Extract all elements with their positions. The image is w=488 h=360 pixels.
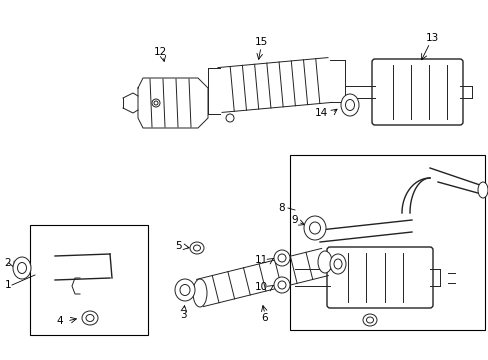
- Text: 1: 1: [5, 280, 11, 290]
- Ellipse shape: [193, 279, 206, 307]
- Text: 11: 11: [254, 255, 267, 265]
- Text: 5: 5: [175, 241, 182, 251]
- Text: 2: 2: [5, 258, 11, 268]
- Text: 3: 3: [179, 310, 186, 320]
- Text: 4: 4: [57, 316, 63, 326]
- Ellipse shape: [278, 254, 285, 262]
- Ellipse shape: [86, 315, 94, 321]
- Ellipse shape: [13, 257, 31, 279]
- Ellipse shape: [340, 94, 358, 116]
- Ellipse shape: [278, 281, 285, 289]
- Ellipse shape: [304, 216, 325, 240]
- Ellipse shape: [477, 182, 487, 198]
- Ellipse shape: [345, 99, 354, 111]
- Ellipse shape: [366, 317, 373, 323]
- Ellipse shape: [225, 114, 234, 122]
- Text: 8: 8: [278, 203, 285, 213]
- Ellipse shape: [82, 311, 98, 325]
- Ellipse shape: [273, 250, 289, 266]
- Ellipse shape: [154, 101, 158, 105]
- Text: 13: 13: [425, 33, 438, 43]
- Text: 7: 7: [338, 300, 345, 310]
- Bar: [30, 225, 148, 335]
- Text: 15: 15: [254, 37, 267, 47]
- Text: 9: 9: [291, 215, 298, 225]
- Text: 12: 12: [153, 47, 166, 57]
- Text: 10: 10: [254, 282, 267, 292]
- FancyBboxPatch shape: [371, 59, 462, 125]
- Ellipse shape: [329, 254, 346, 274]
- Ellipse shape: [317, 251, 331, 273]
- FancyBboxPatch shape: [326, 247, 432, 308]
- Ellipse shape: [175, 279, 195, 301]
- Ellipse shape: [193, 245, 200, 251]
- Ellipse shape: [273, 277, 289, 293]
- Text: 14: 14: [314, 108, 327, 118]
- Ellipse shape: [152, 99, 160, 107]
- Ellipse shape: [180, 284, 190, 296]
- Text: 6: 6: [261, 313, 268, 323]
- Ellipse shape: [333, 259, 341, 269]
- Ellipse shape: [190, 242, 203, 254]
- Ellipse shape: [18, 262, 26, 274]
- Bar: [289, 155, 484, 330]
- Ellipse shape: [309, 222, 320, 234]
- Ellipse shape: [362, 314, 376, 326]
